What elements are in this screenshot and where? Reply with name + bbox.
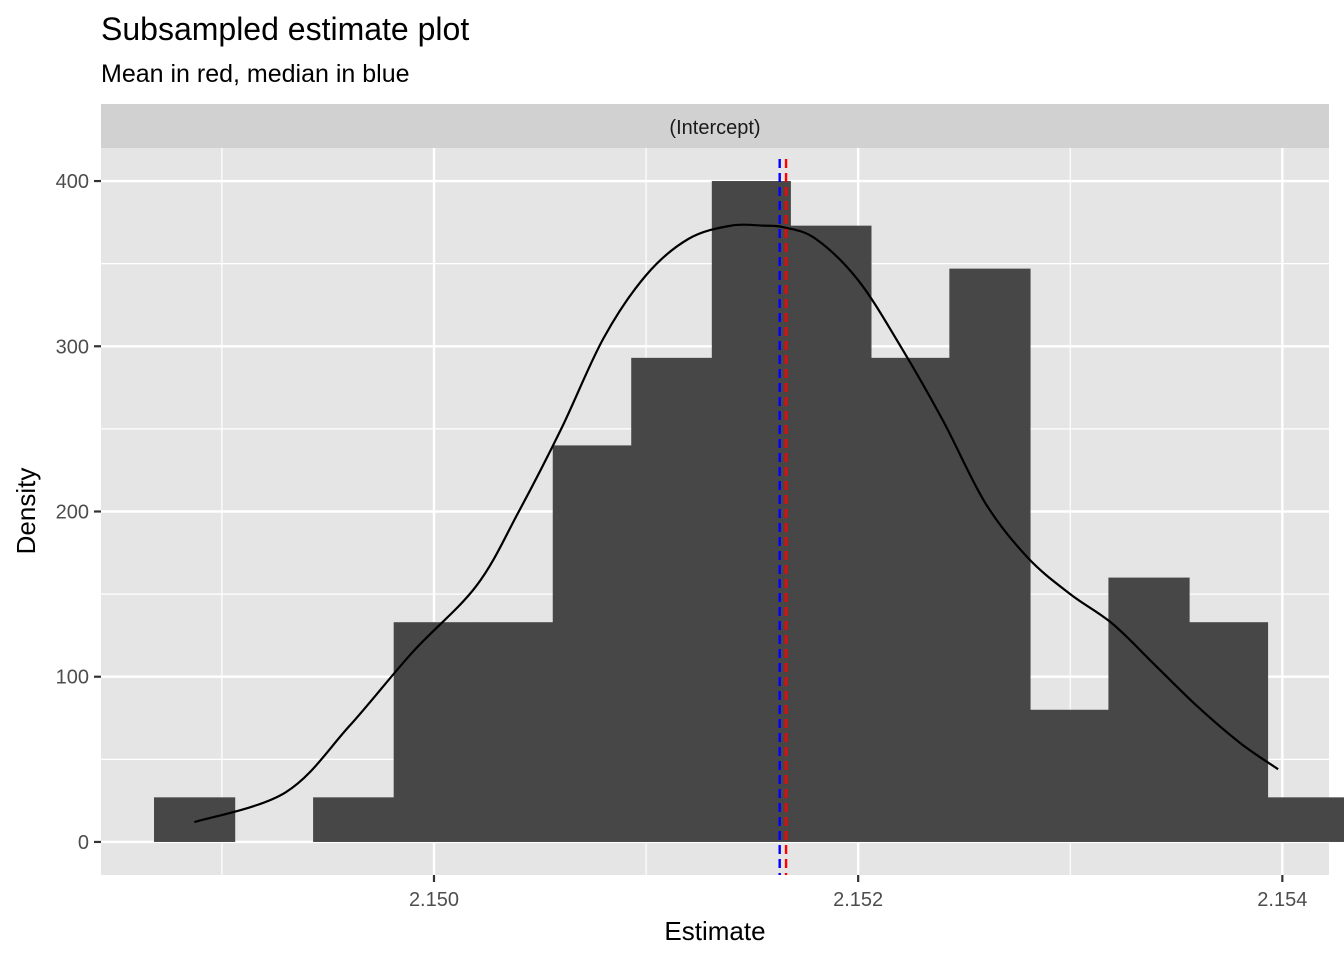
chart-title: Subsampled estimate plot	[101, 11, 469, 47]
y-tick-label: 100	[56, 667, 89, 689]
facet-strip-label: (Intercept)	[669, 117, 760, 139]
x-axis-title: Estimate	[664, 916, 765, 946]
chart-subtitle: Mean in red, median in blue	[101, 60, 410, 88]
histogram-bar	[631, 357, 713, 842]
y-tick-label: 200	[56, 502, 89, 524]
x-tick-label: 2.150	[409, 889, 459, 911]
reference-lines	[778, 159, 788, 875]
x-axis: 2.150 2.152 2.154	[409, 875, 1307, 911]
histogram-bar	[393, 622, 473, 842]
y-tick-label: 300	[56, 336, 89, 358]
x-tick-label: 2.152	[833, 889, 883, 911]
density-curve	[193, 223, 1279, 824]
y-axis: 0 100 200 300 400	[56, 171, 101, 854]
y-tick-label: 400	[56, 171, 89, 193]
histogram-bar	[313, 797, 395, 842]
y-tick-label: 0	[78, 832, 89, 854]
histogram-bar	[949, 268, 1031, 842]
histogram-bar	[1029, 709, 1110, 842]
facet-strip	[101, 104, 1329, 148]
x-tick-label: 2.154	[1257, 889, 1307, 911]
histogram-bar	[1189, 622, 1269, 842]
histogram-bar	[711, 181, 791, 842]
density-curve-layer	[193, 223, 1279, 824]
histogram-bar	[552, 445, 632, 842]
histogram-bar	[790, 225, 872, 842]
histogram-bar	[1267, 797, 1344, 842]
histogram-bars	[154, 181, 1344, 842]
histogram-bar	[1108, 577, 1190, 842]
histogram-bar	[154, 797, 236, 842]
y-axis-title: Density	[11, 468, 41, 555]
histogram-bar	[472, 622, 554, 842]
histogram-bar	[870, 357, 950, 842]
